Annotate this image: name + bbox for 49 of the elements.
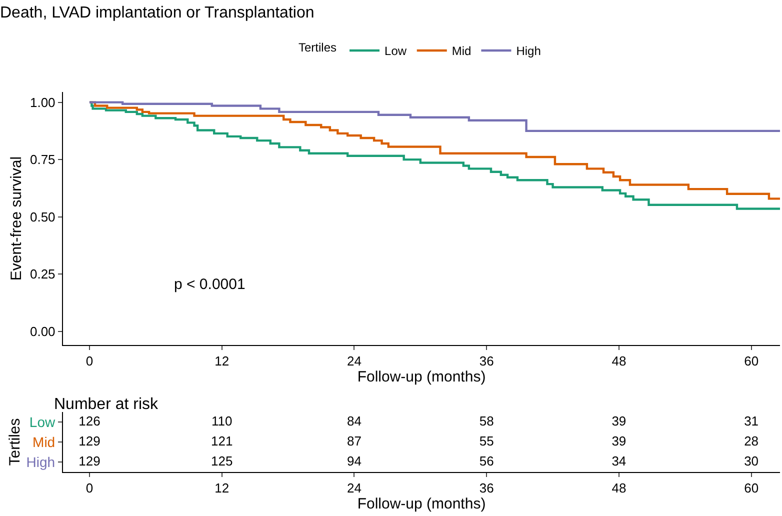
x-tick-label: 0 xyxy=(86,480,94,496)
data-label: 94 xyxy=(346,453,362,468)
y-tick-label: Low xyxy=(29,414,56,430)
data-label: 87 xyxy=(346,433,362,448)
y-tick-label: Mid xyxy=(32,434,56,450)
x-axis-title: Follow-up (months) xyxy=(357,496,486,513)
y-axis-title: Tertiles xyxy=(6,418,24,466)
x-tick-label: 60 xyxy=(744,354,759,369)
data-label: 30 xyxy=(744,453,759,468)
x-axis-title: Follow-up (months) xyxy=(357,368,486,386)
y-tick-label: 1.00 xyxy=(30,94,56,110)
data-label: 39 xyxy=(612,433,626,448)
data-label: 31 xyxy=(744,413,759,428)
x-tick-label: 36 xyxy=(479,354,494,369)
y-tick-label: 0.75 xyxy=(30,152,56,168)
legend-title: Tertiles xyxy=(298,40,337,55)
data-label: 121 xyxy=(210,433,233,448)
x-tick-label: 12 xyxy=(214,480,230,496)
chart-title: Number at risk xyxy=(54,396,160,413)
legend-label: High xyxy=(516,44,541,58)
x-tick-label: 0 xyxy=(86,354,94,369)
data-label: 34 xyxy=(612,453,626,468)
data-label: 55 xyxy=(479,433,494,448)
y-tick-label: High xyxy=(26,454,56,470)
annotation: p < 0.0001 xyxy=(174,276,246,293)
data-label: 39 xyxy=(612,413,626,428)
data-label: 28 xyxy=(744,433,759,448)
legend-label: Mid xyxy=(452,44,472,58)
y-tick-label: 0.50 xyxy=(30,209,56,224)
x-tick-label: 36 xyxy=(479,480,494,496)
y-axis-title: Event-free survival xyxy=(8,156,26,281)
x-tick-label: 24 xyxy=(346,354,362,369)
data-label: 129 xyxy=(78,433,100,448)
data-label: 110 xyxy=(211,413,232,428)
data-label: 126 xyxy=(78,413,100,428)
legend-label: Low xyxy=(384,44,407,58)
x-tick-label: 24 xyxy=(346,480,362,496)
data-label: 58 xyxy=(479,413,494,428)
y-tick-label: 0.25 xyxy=(30,266,56,282)
x-tick-label: 12 xyxy=(214,354,230,369)
data-label: 56 xyxy=(479,453,494,468)
x-tick-label: 48 xyxy=(612,480,626,496)
data-label: 125 xyxy=(210,453,233,468)
data-label: 84 xyxy=(346,413,362,428)
data-label: 129 xyxy=(78,453,100,468)
x-tick-label: 48 xyxy=(612,354,626,369)
x-tick-label: 60 xyxy=(744,480,759,496)
y-tick-label: 0.00 xyxy=(30,324,56,339)
chart-title: Death, LVAD implantation or Transplantation xyxy=(0,4,314,22)
